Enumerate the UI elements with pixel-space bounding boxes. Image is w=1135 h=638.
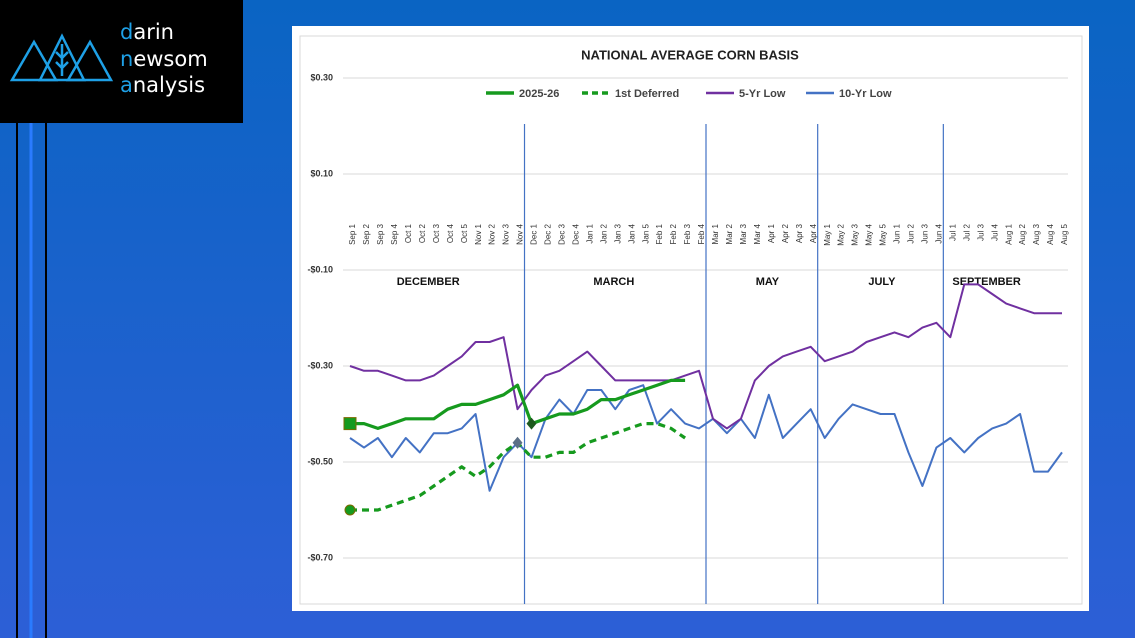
- x-tick-label: Aug 4: [1046, 223, 1055, 244]
- x-tick-label: Feb 4: [697, 223, 706, 244]
- x-tick-label: Jun 3: [921, 223, 930, 243]
- x-tick-label: Feb 1: [655, 223, 664, 244]
- x-tick-label: Jun 2: [907, 223, 916, 243]
- legend-label: 10-Yr Low: [839, 88, 892, 100]
- x-tick-label: Feb 2: [669, 223, 678, 244]
- x-tick-label: Jun 4: [934, 223, 943, 243]
- chart-panel: [292, 26, 1089, 611]
- x-tick-label: Sep 4: [390, 223, 399, 244]
- y-tick-label: $0.10: [310, 168, 333, 178]
- x-tick-label: Nov 4: [516, 223, 525, 244]
- x-tick-label: Jun 1: [893, 223, 902, 243]
- x-tick-label: Mar 4: [753, 223, 762, 244]
- x-tick-label: Oct 5: [460, 223, 469, 243]
- x-tick-label: Jan 2: [599, 223, 608, 243]
- period-label: MAY: [756, 276, 780, 288]
- x-tick-label: Feb 3: [683, 223, 692, 244]
- period-label: JULY: [868, 276, 896, 288]
- plot-border: [299, 35, 1083, 605]
- y-tick-label: -$0.50: [307, 456, 333, 466]
- x-tick-label: Jul 4: [990, 223, 999, 240]
- x-tick-label: Sep 1: [348, 223, 357, 244]
- x-tick-label: Oct 2: [418, 223, 427, 243]
- x-tick-label: Aug 2: [1018, 223, 1027, 244]
- chart-title: NATIONAL AVERAGE CORN BASIS: [581, 47, 799, 62]
- x-tick-label: Apr 1: [767, 223, 776, 243]
- x-tick-label: Nov 3: [502, 223, 511, 244]
- period-label: MARCH: [593, 276, 634, 288]
- x-tick-label: May 2: [837, 223, 846, 245]
- x-tick-label: Dec 4: [571, 223, 580, 244]
- x-tick-label: May 5: [879, 223, 888, 245]
- x-tick-label: May 3: [851, 223, 860, 245]
- x-tick-label: Nov 1: [474, 223, 483, 244]
- x-tick-label: Jan 3: [613, 223, 622, 243]
- series-line: [349, 384, 1063, 492]
- logo: darin newsom analysis: [0, 0, 243, 123]
- series-line: [350, 378, 686, 430]
- x-tick-label: Jul 2: [962, 223, 971, 240]
- legend-label: 1st Deferred: [615, 88, 679, 100]
- x-tick-label: Mar 3: [739, 223, 748, 244]
- x-tick-label: Apr 4: [809, 223, 818, 243]
- legend-label: 5-Yr Low: [739, 88, 786, 100]
- x-tick-label: Jan 4: [627, 223, 636, 243]
- y-tick-label: -$0.30: [307, 360, 333, 370]
- point-marker: [343, 417, 357, 431]
- y-tick-label: -$0.70: [307, 552, 333, 562]
- logo-text: darin: [120, 20, 174, 44]
- x-tick-label: Aug 5: [1060, 223, 1069, 244]
- point-marker: [526, 417, 537, 430]
- x-tick-label: May 1: [823, 223, 832, 245]
- period-label: SEPTEMBER: [952, 276, 1021, 288]
- y-tick-label: -$0.10: [307, 264, 333, 274]
- x-tick-label: Oct 1: [404, 223, 413, 243]
- logo-box: [0, 0, 243, 123]
- legend-label: 2025-26: [519, 88, 559, 100]
- x-tick-label: Sep 2: [362, 223, 371, 244]
- x-tick-label: Aug 3: [1032, 223, 1041, 244]
- x-tick-label: Sep 3: [376, 223, 385, 244]
- series-line: [349, 283, 1062, 430]
- x-tick-label: Jul 1: [948, 223, 957, 240]
- logo-text: newsom: [120, 47, 208, 71]
- x-tick-label: Mar 1: [711, 223, 720, 244]
- x-tick-label: Aug 1: [1004, 223, 1013, 244]
- x-tick-label: Apr 3: [795, 223, 804, 243]
- period-label: DECEMBER: [397, 276, 460, 288]
- x-tick-label: Jul 3: [976, 223, 985, 240]
- x-tick-label: Apr 2: [781, 223, 790, 243]
- logo-text: analysis: [120, 73, 205, 97]
- y-tick-label: $0.30: [310, 72, 333, 82]
- x-tick-label: Oct 3: [432, 223, 441, 243]
- point-marker: [512, 436, 523, 449]
- x-tick-label: Jan 5: [641, 223, 650, 243]
- x-tick-label: May 4: [865, 223, 874, 245]
- point-marker: [344, 504, 356, 516]
- x-tick-label: Jan 1: [585, 223, 594, 243]
- x-tick-label: Dec 3: [558, 223, 567, 244]
- x-tick-label: Dec 1: [530, 223, 539, 244]
- x-tick-label: Mar 2: [725, 223, 734, 244]
- x-tick-label: Nov 2: [488, 223, 497, 244]
- logo-mark: [9, 33, 114, 82]
- x-tick-label: Dec 2: [544, 223, 553, 244]
- x-tick-label: Oct 4: [446, 223, 455, 243]
